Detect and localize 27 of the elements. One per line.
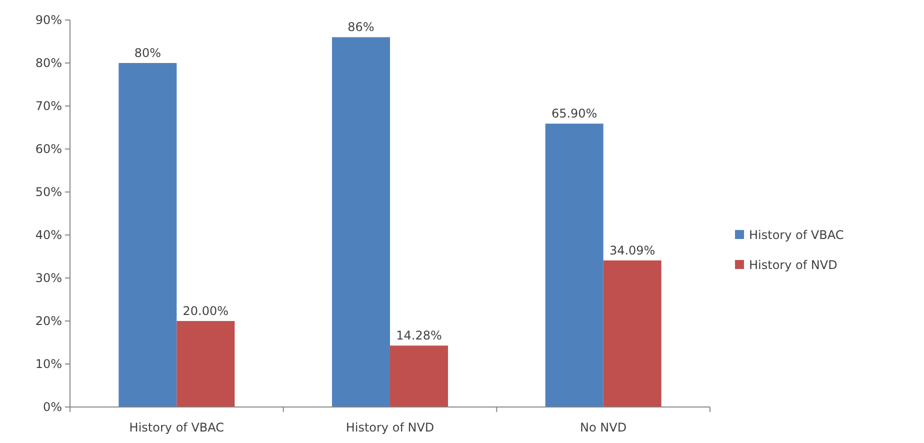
legend-label: History of NVD [749, 258, 838, 272]
x-tick-label: History of NVD [346, 420, 434, 435]
bar [603, 260, 662, 407]
y-tick-label: 60% [35, 142, 62, 156]
y-tick-label: 20% [35, 314, 62, 328]
y-tick-label: 40% [35, 228, 62, 242]
y-tick-label: 70% [35, 98, 62, 113]
y-tick-label: 30% [35, 270, 62, 285]
x-tick-label: No NVD [580, 420, 627, 435]
bar [332, 37, 390, 407]
data-label: 86% [348, 20, 374, 34]
data-label: 80% [134, 46, 162, 60]
data-label: 65.90% [551, 106, 598, 121]
y-tick-label: 50% [35, 184, 62, 199]
bar [545, 124, 604, 407]
y-tick-label: 80% [35, 56, 62, 70]
y-tick-label: 0% [42, 400, 62, 414]
bar [118, 63, 177, 407]
data-label: 34.09% [609, 243, 656, 258]
y-tick-label: 90% [35, 12, 62, 27]
data-label: 14.28% [396, 328, 442, 343]
legend-label: History of VBAC [749, 228, 844, 242]
y-tick-label: 10% [35, 356, 62, 371]
bar [390, 346, 448, 407]
bar [176, 321, 235, 407]
data-label: 20.00% [182, 304, 229, 318]
x-tick-label: History of VBAC [129, 420, 224, 435]
